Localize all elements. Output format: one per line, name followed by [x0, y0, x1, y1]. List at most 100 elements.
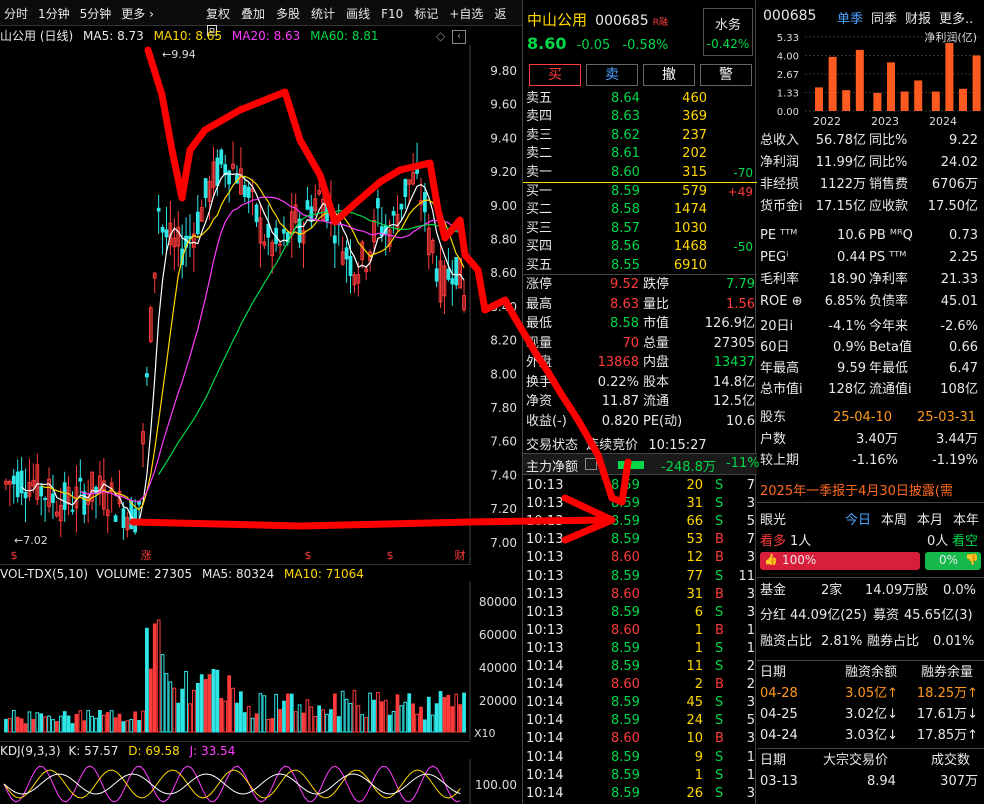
tick-side: S	[715, 568, 724, 584]
kline-chart[interactable]: 9.80 9.60 9.40 9.20 9.00 8.80 8.60 8.40 8.20 8.00…	[0, 45, 522, 565]
volume-bar	[454, 693, 459, 733]
candle-body	[8, 480, 12, 485]
tick-row[interactable]: 10:13 8.59 20 S 7	[523, 477, 757, 495]
report-notice[interactable]: 2025年一季报于4月30日披露(需	[760, 484, 953, 499]
cancel-order-button[interactable]: 撤	[643, 64, 695, 86]
tick-row[interactable]: 10:13 8.60 12 B 3	[523, 549, 757, 567]
candle-body	[348, 255, 353, 276]
tick-row[interactable]: 10:14 8.59 24 S 5	[523, 712, 757, 730]
finance-label: 负债率	[869, 294, 909, 309]
buy-button[interactable]: 买	[529, 64, 581, 86]
order-book-row[interactable]: 买二 8.58 1474	[523, 201, 757, 219]
block-table-row[interactable]: 03-13 8.94 307万	[757, 773, 984, 791]
tool-button[interactable]: 多股	[276, 7, 301, 21]
tick-row[interactable]: 10:14 8.59 11 S 2	[523, 658, 757, 676]
period-tab[interactable]: 1分钟	[38, 7, 70, 21]
order-book-row[interactable]: 卖二 8.61 202	[523, 145, 757, 163]
order-book-row[interactable]: 买五 8.55 6910	[523, 257, 757, 275]
diamond-icon[interactable]: ◇	[436, 29, 446, 43]
tick-count: 1	[746, 622, 755, 638]
tool-button[interactable]: 画线	[346, 7, 371, 21]
order-book-row[interactable]: 卖一 8.60 315 -70	[523, 164, 757, 182]
finance-value: 17.15亿	[815, 199, 866, 214]
finance-tab[interactable]: 财报	[905, 12, 932, 27]
finance-tab[interactable]: 更多..	[939, 12, 974, 27]
tick-row[interactable]: 10:14 8.59 45 S 3	[523, 694, 757, 712]
stat-label: 量比	[643, 296, 670, 312]
main-flow-bar[interactable]: 主力净额 -248.8万 -11%	[523, 453, 760, 475]
order-book-row[interactable]: 卖四 8.63 369	[523, 108, 757, 126]
event-marker[interactable]: $	[305, 549, 312, 562]
order-book-row[interactable]: 卖三 8.62 237	[523, 127, 757, 145]
volume-bar	[391, 710, 396, 733]
volume-chart[interactable]: 80000 60000 40000 20000 X10	[0, 582, 522, 740]
flow-info-icon[interactable]	[585, 458, 597, 470]
eye-tab[interactable]: 本周	[881, 513, 908, 528]
eye-tabs: 今日 本周 本月 本年	[845, 509, 984, 528]
event-marker[interactable]: 涨	[141, 549, 152, 562]
volume-bar	[62, 711, 67, 733]
tick-row[interactable]: 10:14 8.59 26 S 3	[523, 785, 757, 803]
tick-row[interactable]: 10:13 8.59 77 S 11	[523, 568, 757, 586]
alert-button[interactable]: 警	[700, 64, 752, 86]
tool-button[interactable]: 叠加	[241, 7, 266, 21]
event-marker[interactable]: $	[387, 549, 394, 562]
candle-body	[70, 509, 75, 512]
tool-button[interactable]: 统计	[311, 7, 336, 21]
sell-button[interactable]: 卖	[586, 64, 638, 86]
tick-row[interactable]: 10:13 8.59 1 S 1	[523, 640, 757, 658]
bear-bar[interactable]: 0% 👎	[925, 552, 981, 570]
volume-bar	[329, 709, 333, 733]
period-tab[interactable]: 5分钟	[79, 7, 112, 21]
tool-button[interactable]: F10	[381, 7, 404, 21]
tick-row[interactable]: 10:14 8.59 1 S 1	[523, 767, 757, 785]
kdj-chart[interactable]: 100.00	[0, 759, 522, 804]
eye-tab[interactable]: 本年	[953, 513, 980, 528]
margin-table-row[interactable]: 04-24 3.03亿↓ 17.85万↑	[757, 727, 984, 745]
tool-button[interactable]: +自选	[449, 7, 484, 21]
tool-button[interactable]: 返回	[206, 7, 507, 38]
candle-body	[78, 477, 83, 482]
tick-count: 1	[746, 767, 755, 783]
tick-row[interactable]: 10:14 8.60 10 B 3	[523, 730, 757, 748]
period-tab[interactable]: 更多 ›	[121, 7, 154, 21]
margin-table-row[interactable]: 04-28 3.05亿↑ 18.25万↑	[757, 685, 984, 703]
price-tick: 9.80	[490, 64, 517, 78]
tick-row[interactable]: 10:13 8.60 1 B 1	[523, 622, 757, 640]
order-book-row[interactable]: 买一 8.59 579 +49	[523, 183, 757, 201]
tick-list[interactable]: 10:13 8.59 20 S 7 10:13 8.59 31 S 3 10:13 8.59 66 S 5 1…	[523, 477, 757, 804]
tick-row[interactable]: 10:14 8.59 9 S 1	[523, 749, 757, 767]
tick-row[interactable]: 10:13 8.59 31 S 3	[523, 495, 757, 513]
margin-table-row[interactable]: 04-25 3.02亿↓ 17.61万↓	[757, 706, 984, 724]
collapse-button[interactable]: ‹	[452, 30, 466, 44]
ma60-label: MA60: 8.81	[310, 29, 379, 43]
order-book-row[interactable]: 买四 8.56 1468 -50	[523, 238, 757, 256]
profit-chart[interactable]: 5.33 4.00 2.67 1.33 0.00 净利润(亿) 2022 2023 2024	[757, 27, 984, 129]
tick-row[interactable]: 10:13 8.59 53 B 7	[523, 531, 757, 549]
bull-bar[interactable]: 👍 100%	[760, 552, 920, 570]
volume-bar	[278, 709, 282, 733]
tick-row[interactable]: 10:13 8.60 31 B 3	[523, 586, 757, 604]
finance-tab[interactable]: 同季	[871, 12, 898, 27]
tick-row[interactable]: 10:14 8.60 2 B 2	[523, 676, 757, 694]
sector-box[interactable]: 水务 -0.42%	[703, 8, 753, 56]
tool-button[interactable]: 标记	[414, 7, 439, 21]
period-tab[interactable]: 分时	[4, 7, 29, 21]
eye-tab[interactable]: 本月	[917, 513, 944, 528]
margin-tag: R融	[652, 18, 669, 28]
candle-body	[27, 482, 32, 497]
volume-bar	[403, 701, 408, 733]
tool-button[interactable]: 复权	[206, 7, 231, 21]
volume-bar	[313, 716, 318, 733]
candle-body	[62, 482, 67, 510]
finance-panel: 000685 单季 同季 财报 更多.. 5.33 4.00 2.67 1.33 0.00 净利…	[757, 0, 984, 804]
tick-row[interactable]: 10:13 8.59 66 S 5	[523, 513, 757, 531]
eye-tab[interactable]: 今日	[845, 513, 872, 528]
finance-tab[interactable]: 单季	[837, 12, 864, 27]
tick-count: 3	[746, 550, 755, 566]
order-book-row[interactable]: 买三 8.57 1030	[523, 220, 757, 238]
event-marker[interactable]: $	[11, 549, 18, 562]
tick-row[interactable]: 10:13 8.59 6 S 3	[523, 604, 757, 622]
event-marker[interactable]: 财	[455, 548, 466, 562]
order-book-row[interactable]: 卖五 8.64 460	[523, 90, 757, 108]
